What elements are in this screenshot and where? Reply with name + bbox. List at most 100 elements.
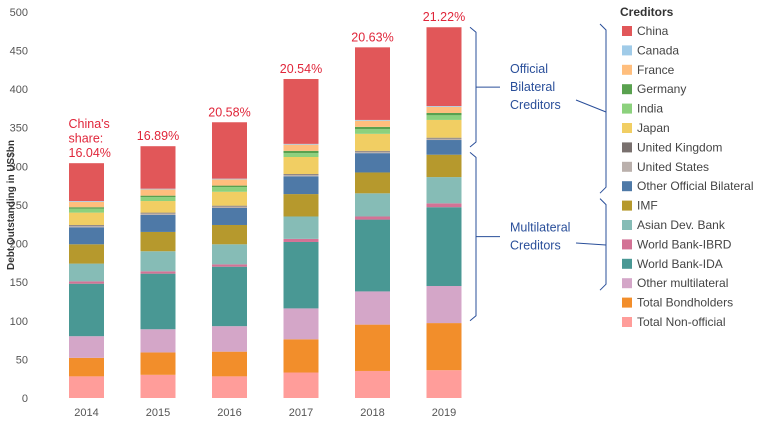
bar-segment bbox=[212, 122, 247, 179]
bar-segment bbox=[355, 291, 390, 325]
legend-swatch bbox=[622, 278, 632, 289]
bar-segment bbox=[69, 207, 104, 209]
legend-entry: Japan bbox=[637, 121, 670, 135]
bar-segment bbox=[140, 273, 176, 330]
x-tick-label: 2016 bbox=[217, 407, 241, 419]
bar-segment bbox=[355, 47, 390, 120]
china-share-label: 20.58% bbox=[208, 105, 250, 119]
bar-segment bbox=[426, 115, 462, 120]
bar-segment bbox=[69, 224, 104, 226]
legend-swatch bbox=[622, 297, 632, 308]
bar-segment bbox=[69, 283, 104, 337]
legend-swatch bbox=[622, 84, 632, 95]
legend-entry: Other multilateral bbox=[637, 276, 728, 290]
bar-segment bbox=[283, 241, 319, 309]
bar-segment bbox=[355, 119, 390, 121]
y-tick-label: 50 bbox=[16, 354, 28, 366]
y-tick-label: 400 bbox=[10, 84, 28, 96]
bar-segment bbox=[140, 374, 176, 398]
y-tick-label: 350 bbox=[10, 123, 28, 135]
bar-segment bbox=[212, 207, 247, 225]
bar-segment bbox=[69, 212, 104, 225]
y-tick-label: 150 bbox=[10, 277, 28, 289]
bar-segment bbox=[355, 153, 390, 173]
legend-title: Creditors bbox=[620, 5, 674, 19]
bar-segment bbox=[283, 144, 319, 151]
bar-segment bbox=[69, 163, 104, 202]
legend-entry: Total Non-official bbox=[637, 315, 726, 329]
bar-segment bbox=[140, 146, 176, 189]
bar-segment bbox=[212, 264, 247, 267]
bar-segment bbox=[426, 370, 462, 398]
legend-swatch bbox=[622, 317, 632, 327]
bar-segment bbox=[355, 129, 390, 134]
bar-segment bbox=[212, 178, 247, 180]
bar-segment bbox=[355, 120, 390, 127]
bar-segment bbox=[426, 177, 462, 204]
y-tick-label: 450 bbox=[10, 45, 28, 57]
bar-segment bbox=[426, 207, 462, 287]
legend-entry: Total Bondholders bbox=[637, 296, 733, 310]
legend-connector bbox=[575, 99, 607, 113]
bar-segment bbox=[426, 323, 462, 371]
x-tick-label: 2014 bbox=[74, 407, 98, 419]
y-tick-label: 300 bbox=[10, 161, 28, 173]
legend-swatch bbox=[622, 103, 632, 114]
bar-segment bbox=[283, 153, 319, 158]
legend-swatch bbox=[622, 123, 632, 133]
bar-segment bbox=[140, 231, 176, 252]
legend-entry: Asian Dev. Bank bbox=[637, 218, 726, 232]
bar-segment bbox=[355, 370, 390, 398]
legend-swatch bbox=[622, 200, 632, 211]
y-tick-label: 500 bbox=[10, 7, 28, 19]
legend-entry: France bbox=[637, 63, 675, 77]
bar-segment bbox=[69, 244, 104, 264]
group-bracket bbox=[599, 198, 607, 291]
y-axis: 0 50 100 150 200 250 300 350 400 450 500 Debt Outst… bbox=[6, 7, 28, 405]
china-share-label: 20.63% bbox=[351, 30, 393, 44]
bar-segment bbox=[140, 352, 176, 375]
legend-swatch bbox=[622, 142, 632, 153]
bar-segment bbox=[426, 286, 462, 324]
y-axis-label: Debt Outstanding in US$bn bbox=[6, 140, 17, 270]
bar-segment bbox=[212, 206, 247, 208]
bar-segment bbox=[355, 324, 390, 371]
bar-segment bbox=[212, 224, 247, 245]
bar-segment bbox=[140, 214, 176, 232]
bar-segment bbox=[283, 78, 319, 144]
legend: Creditors China Canada France Germany India Ja… bbox=[620, 5, 754, 329]
group-label: Multilateral Creditors bbox=[510, 221, 570, 253]
bar-segment bbox=[140, 195, 176, 198]
x-axis: 2014 2015 2016 2017 2018 2019 bbox=[74, 407, 456, 419]
bar-segment bbox=[426, 137, 462, 139]
bar-segment bbox=[140, 201, 176, 213]
bar-segment bbox=[355, 172, 390, 194]
bar-segment bbox=[212, 191, 247, 206]
y-tick-label: 250 bbox=[10, 200, 28, 212]
x-tick-label: 2018 bbox=[360, 407, 384, 419]
bar-segment bbox=[355, 151, 390, 154]
bar-segment bbox=[283, 157, 319, 175]
legend-swatch bbox=[622, 239, 632, 250]
legend-entry: Canada bbox=[637, 43, 679, 57]
bar-segment bbox=[426, 106, 462, 113]
x-tick-label: 2015 bbox=[146, 407, 170, 419]
bar-segment bbox=[212, 376, 247, 398]
bar-segment bbox=[355, 150, 390, 152]
legend-entry: Germany bbox=[637, 82, 686, 96]
bar-segment bbox=[283, 194, 319, 217]
bars bbox=[69, 27, 462, 398]
y-tick-label: 100 bbox=[10, 316, 28, 328]
bar-segment bbox=[69, 201, 104, 208]
bar-segment bbox=[426, 138, 462, 141]
bar-segment bbox=[283, 174, 319, 175]
legend-swatch bbox=[622, 161, 632, 172]
bar-segment bbox=[283, 150, 319, 154]
bar-segment bbox=[140, 189, 176, 196]
bar-segment bbox=[355, 216, 390, 220]
bar-segment bbox=[212, 351, 247, 377]
y-tick-label: 200 bbox=[10, 239, 28, 251]
bar-segment bbox=[212, 187, 247, 192]
bar-segment bbox=[212, 179, 247, 186]
bar-segment bbox=[212, 266, 247, 327]
